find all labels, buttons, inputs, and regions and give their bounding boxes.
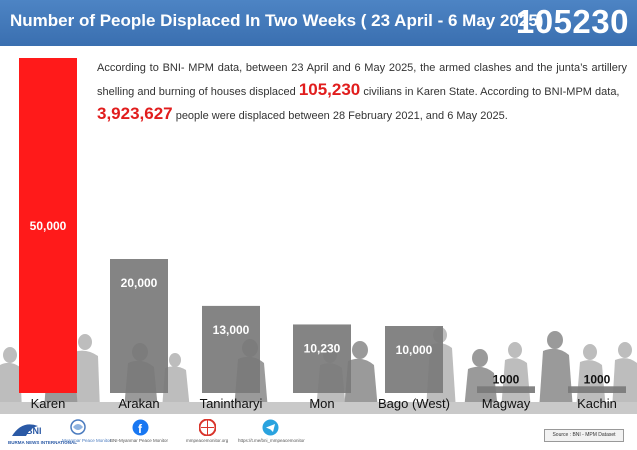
category-label: Tanintharyi	[200, 396, 263, 411]
bar-kachin	[568, 386, 626, 393]
category-label: Kachin	[577, 396, 617, 411]
description-text-2: civilians in Karen State. According to B…	[360, 86, 620, 98]
bni-logo-icon: BNI	[12, 424, 42, 436]
bar-arakan	[110, 259, 168, 393]
mpm-logo-icon	[70, 419, 86, 435]
category-label: Magway	[482, 396, 531, 411]
mpm-caption: Myanmar Peace Monitor	[62, 438, 112, 443]
category-label: Arakan	[118, 396, 159, 411]
total-displaced-count: 105230	[515, 3, 629, 40]
svg-text:BNI: BNI	[26, 426, 42, 436]
svg-text:f: f	[138, 422, 143, 436]
telegram-link[interactable]: https://t.me/bni_mmpeacemonitor	[238, 438, 305, 443]
category-label: Mon	[309, 396, 334, 411]
bar-magway	[477, 386, 535, 393]
bar-value-label: 50,000	[30, 219, 67, 233]
bar-value-label: 1000	[493, 372, 520, 386]
highlight-total-count: 3,923,627	[97, 104, 173, 123]
category-label: Bago (West)	[378, 396, 450, 411]
bar-karen	[19, 58, 77, 393]
category-label: Karen	[31, 396, 66, 411]
facebook-link[interactable]: BNI-Myanmar Peace Monitor	[110, 438, 169, 443]
telegram-icon[interactable]	[262, 419, 279, 436]
description-paragraph: According to BNI- MPM data, between 23 A…	[97, 58, 627, 127]
bar-tanintharyi	[202, 305, 260, 393]
source-note: Source : BNI - MPM Dataset	[544, 429, 624, 442]
header-bar: Number of People Displaced In Two Weeks …	[0, 0, 637, 46]
bar-value-label: 10,230	[304, 341, 341, 355]
bar-value-label: 20,000	[121, 276, 158, 290]
description-text-1: According to BNI- MPM data, between 23 A…	[97, 62, 627, 98]
logo-caption: BURMA NEWS INTERNATIONAL	[8, 440, 77, 445]
description-text-3: people were displaced between 28 Februar…	[172, 110, 508, 122]
page-title: Number of People Displaced In Two Weeks …	[10, 11, 544, 30]
highlight-karen-count: 105,230	[298, 80, 361, 99]
bar-value-label: 13,000	[213, 323, 250, 337]
footer: BNI BURMA NEWS INTERNATIONAL Myanmar Pea…	[0, 414, 637, 450]
bar-bago-west-	[385, 326, 443, 393]
facebook-icon[interactable]: f	[132, 419, 149, 436]
bar-value-label: 1000	[584, 372, 611, 386]
website-link[interactable]: mmpeacemonitor.org	[186, 438, 229, 443]
website-icon[interactable]	[199, 419, 216, 436]
bar-chart: 50,000 Karen 20,000 Arakan 13,000 Tanintharyi…	[19, 58, 626, 411]
bar-value-label: 10,000	[396, 343, 433, 357]
bar-mon	[293, 324, 351, 393]
